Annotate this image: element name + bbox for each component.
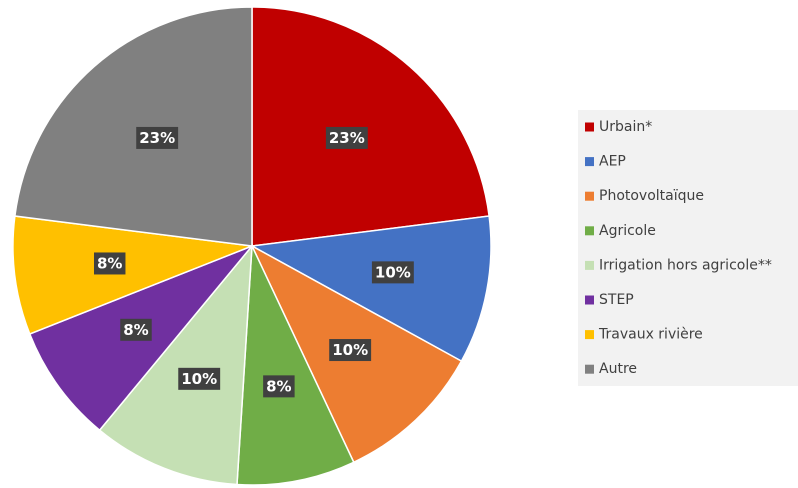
legend-label: Irrigation hors agricole** <box>599 257 772 273</box>
value-label: 23% <box>139 129 175 147</box>
value-label: 23% <box>329 129 365 147</box>
legend-label: Travaux rivière <box>598 327 703 343</box>
value-label-box <box>136 126 179 149</box>
legend-box <box>578 110 798 386</box>
pie-slice <box>98 243 253 486</box>
legend-swatch <box>585 191 594 201</box>
legend-swatch <box>585 157 594 167</box>
value-label: 10% <box>332 341 368 359</box>
legend-swatch <box>585 260 594 270</box>
pie-slice <box>12 215 253 335</box>
legend-label: Autre <box>599 361 637 377</box>
value-label-box <box>263 375 295 398</box>
legend-swatch <box>585 295 594 305</box>
pie-slice <box>14 6 253 247</box>
value-label-box <box>371 261 414 284</box>
value-label: 10% <box>375 263 411 281</box>
value-label-box <box>178 367 221 390</box>
value-label: 8% <box>123 321 148 339</box>
legend-swatch <box>585 226 594 236</box>
value-label-box <box>325 126 368 149</box>
legend-label: Photovoltaïque <box>599 188 704 204</box>
pie-slice <box>249 215 492 363</box>
legend-label: STEP <box>599 292 634 308</box>
value-label-box <box>93 252 126 275</box>
pie-slice <box>251 6 490 247</box>
legend-label: AEP <box>599 154 626 170</box>
value-label: 10% <box>181 370 217 388</box>
value-label-box <box>329 339 372 362</box>
legend-label: Urbain* <box>599 119 652 135</box>
value-label-box <box>120 318 152 341</box>
legend-swatch <box>585 122 594 132</box>
legend-swatch <box>585 364 594 374</box>
value-label: 8% <box>266 377 291 395</box>
legend-label: Agricole <box>599 223 656 239</box>
pie-slice <box>236 245 355 486</box>
legend-swatch <box>585 330 594 340</box>
value-label: 8% <box>97 254 122 272</box>
